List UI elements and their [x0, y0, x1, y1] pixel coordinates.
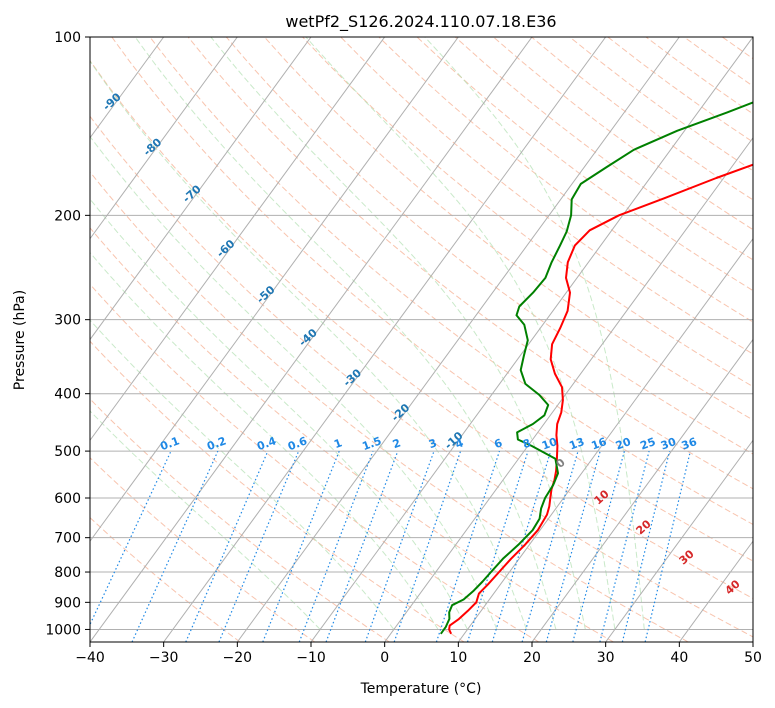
x-tick-label: 10: [449, 650, 467, 666]
plot-frame: [89, 36, 754, 643]
dry-adiabat-line: [416, 37, 753, 292]
moist-adiabat-line: [90, 198, 468, 630]
isotherm-line: [90, 37, 238, 240]
mixing-ratio-label: 6: [492, 436, 504, 451]
background-lines: [90, 37, 753, 642]
y-tick-label: 500: [54, 444, 81, 460]
y-tick-label: 600: [54, 491, 81, 507]
mixing-ratio-line: [545, 450, 601, 642]
isotherm-line: [90, 37, 386, 442]
y-tick-label: 800: [54, 565, 81, 581]
moist-adiabat-line: [134, 37, 557, 630]
x-tick-label: −10: [296, 650, 326, 666]
x-tick-label: 20: [523, 650, 541, 666]
temperature-line: [448, 163, 753, 635]
mixing-ratio-label: 30: [659, 435, 678, 453]
dry-adiabat-line: [225, 37, 753, 455]
mixing-ratio-line: [131, 450, 219, 642]
dry-adiabat-line: [378, 37, 753, 323]
moist-adiabat-line: [90, 319, 395, 630]
chart-title: wetPf2_S126.2024.110.07.18.E36: [285, 12, 556, 32]
isotherm-line: [90, 37, 533, 642]
mixing-ratio-label: 16: [590, 435, 609, 453]
x-tick-label: 40: [670, 650, 688, 666]
profile-lines: [439, 101, 753, 635]
dry-adiabat-line: [90, 227, 614, 642]
mixing-ratio-label: 25: [638, 435, 657, 452]
dry-adiabat-line: [90, 283, 540, 642]
x-tick-label: 30: [597, 650, 615, 666]
mixing-ratio-line: [491, 450, 552, 642]
x-tick-label: 0: [380, 650, 389, 666]
y-tick-label: 1000: [45, 622, 81, 638]
mixing-ratio-label: 13: [567, 435, 586, 452]
isotherm-line: [457, 237, 753, 642]
mixing-ratio-line: [435, 450, 501, 642]
x-tick-label: −40: [75, 650, 105, 666]
mixing-ratio-line: [521, 450, 579, 642]
mixing-ratio-line: [644, 450, 691, 642]
y-tick-label: 100: [54, 30, 81, 46]
dry-adiabat-line: [111, 37, 753, 562]
y-tick-label: 900: [54, 595, 81, 611]
mixing-ratio-line: [621, 450, 671, 642]
dry-adiabat-line: [90, 398, 390, 642]
x-tick-label: −20: [223, 650, 253, 666]
mixing-ratio-label: 36: [680, 435, 699, 453]
mixing-ratio-label: 0.4: [255, 434, 278, 453]
mixing-ratio-label: 20: [614, 435, 633, 453]
moist-adiabat-line: [424, 37, 645, 630]
dry-adiabat-line: [187, 37, 753, 490]
dry-adiabat-line: [90, 457, 315, 642]
y-tick-label: 300: [54, 313, 81, 329]
moist-adiabat-line: [90, 135, 498, 630]
mixing-ratio-line: [572, 450, 625, 642]
dry-adiabat-line: [90, 340, 465, 642]
axis-ticks: −40 −30 −20 −10 0 10 20 30 40 5010020030040050060…: [45, 30, 762, 666]
x-tick-label: −30: [149, 650, 179, 666]
isotherm-line: [90, 37, 312, 341]
y-tick-label: 200: [54, 208, 81, 224]
mixing-ratio-line: [364, 450, 435, 642]
dry-adiabat-line: [340, 37, 753, 355]
x-axis-label: Temperature (°C): [360, 681, 482, 697]
mixing-ratio-line: [90, 450, 172, 626]
y-axis-label: Pressure (hPa): [12, 290, 28, 390]
dry-adiabat-line: [90, 171, 689, 642]
dewpoint-line: [439, 101, 753, 635]
dry-adiabat-line: [149, 37, 753, 526]
moist-adiabat-line: [90, 410, 321, 630]
mixing-ratio-line: [185, 450, 269, 642]
isotherm-line: [236, 37, 680, 642]
mixing-ratio-label: 3: [427, 436, 439, 451]
mixing-ratio-label: 10: [540, 435, 559, 453]
mixing-ratio-label: 1: [332, 436, 344, 451]
mixing-ratio-label: 8: [521, 436, 533, 451]
moist-adiabat-line: [90, 251, 439, 630]
mixing-ratio-line: [599, 450, 650, 642]
isotherm-line: [605, 439, 753, 642]
y-tick-label: 700: [54, 531, 81, 547]
mixing-ratio-label: 0.2: [205, 434, 228, 453]
y-tick-label: 400: [54, 387, 81, 403]
isotherm-line: [163, 37, 607, 642]
mixing-ratio-label: 2: [391, 436, 403, 451]
isotherm-line: [384, 136, 753, 642]
mixing-ratio-line: [393, 450, 462, 642]
isotherm-line: [310, 37, 753, 642]
dry-adiabat-line: [90, 115, 753, 638]
x-tick-label: 50: [744, 650, 762, 666]
moist-adiabat-line: [305, 37, 616, 630]
mixing-ratio-label: 0.6: [286, 434, 309, 453]
mixing-ratio-label: 4: [454, 436, 466, 451]
mixing-ratio-label: 1.5: [360, 434, 383, 453]
mixing-ratio-line: [218, 450, 300, 642]
isotherm-line: [531, 338, 753, 642]
mixing-ratio-line: [466, 450, 529, 642]
dry-adiabat-line: [301, 37, 753, 388]
mixing-ratio-label: 0.1: [158, 434, 181, 453]
